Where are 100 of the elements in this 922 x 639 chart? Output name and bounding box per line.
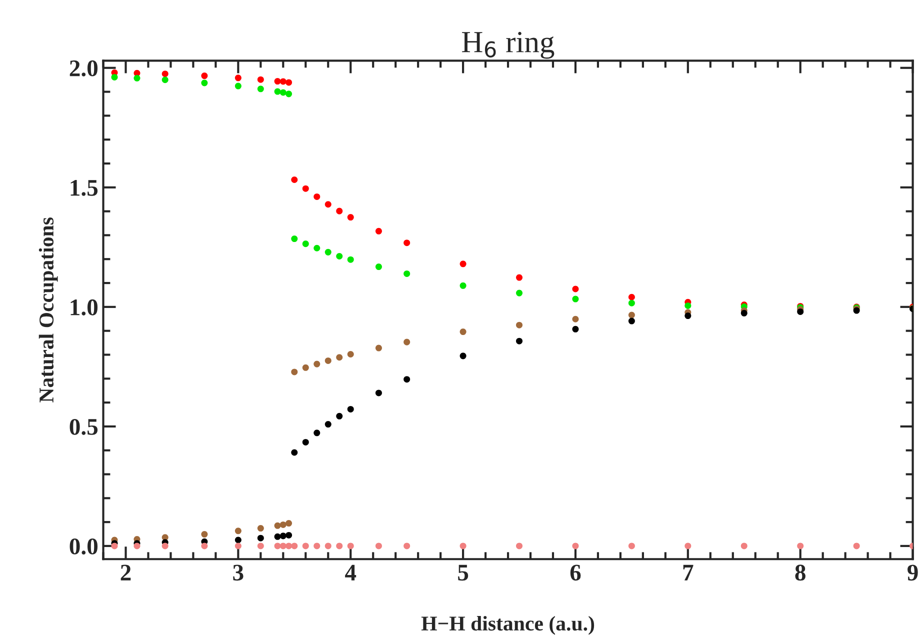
point bbox=[347, 542, 354, 550]
point bbox=[404, 240, 410, 246]
point bbox=[336, 542, 343, 550]
point bbox=[572, 286, 579, 292]
x-axis-title: H−H distance (a.u.) bbox=[421, 616, 594, 635]
point bbox=[684, 542, 692, 550]
point bbox=[291, 368, 298, 376]
point bbox=[234, 528, 242, 534]
point bbox=[286, 532, 292, 538]
point bbox=[291, 176, 298, 184]
point bbox=[257, 542, 264, 550]
x-tick-label: 9 bbox=[908, 564, 918, 581]
point bbox=[324, 421, 332, 428]
y-tick-label: 1.5 bbox=[70, 180, 98, 196]
point bbox=[302, 542, 309, 550]
point bbox=[460, 328, 466, 336]
point bbox=[201, 542, 208, 550]
point bbox=[257, 534, 264, 542]
x-tick-label: 4 bbox=[345, 564, 356, 580]
point bbox=[336, 252, 343, 260]
point bbox=[628, 542, 635, 550]
point bbox=[684, 302, 692, 309]
point bbox=[572, 316, 579, 322]
point bbox=[314, 244, 320, 252]
point bbox=[201, 80, 208, 86]
point bbox=[375, 390, 382, 396]
chart-title: H$_{6}$ ring bbox=[462, 32, 554, 59]
point bbox=[740, 310, 748, 316]
y-tick-label: 1.0 bbox=[70, 299, 98, 316]
point bbox=[314, 193, 320, 200]
point bbox=[234, 74, 242, 82]
point bbox=[201, 72, 208, 80]
point bbox=[134, 542, 140, 550]
point bbox=[347, 256, 354, 263]
point bbox=[280, 521, 286, 528]
point bbox=[684, 312, 692, 320]
point bbox=[234, 536, 242, 544]
y-tick-label: 0.5 bbox=[70, 418, 98, 435]
point bbox=[740, 542, 748, 550]
point bbox=[286, 90, 292, 98]
point bbox=[234, 542, 242, 550]
point bbox=[797, 542, 804, 550]
point bbox=[336, 208, 343, 214]
point bbox=[280, 89, 286, 96]
point bbox=[404, 542, 410, 550]
point bbox=[274, 88, 281, 95]
point bbox=[460, 352, 466, 360]
point bbox=[234, 82, 242, 90]
point bbox=[853, 542, 860, 550]
point bbox=[516, 290, 523, 296]
point bbox=[375, 344, 382, 352]
point bbox=[516, 274, 523, 281]
point bbox=[628, 294, 635, 300]
point bbox=[302, 438, 309, 446]
point bbox=[572, 542, 579, 550]
point bbox=[291, 449, 298, 456]
point bbox=[460, 282, 466, 289]
point bbox=[134, 74, 140, 82]
point bbox=[201, 531, 208, 538]
point bbox=[628, 300, 635, 306]
point bbox=[286, 520, 292, 527]
point bbox=[274, 78, 281, 85]
point bbox=[314, 360, 320, 368]
point bbox=[324, 542, 332, 550]
point bbox=[111, 542, 118, 550]
point bbox=[286, 542, 292, 550]
x-tick-label: 6 bbox=[570, 564, 581, 581]
point bbox=[404, 376, 410, 383]
point bbox=[375, 542, 382, 550]
point bbox=[111, 74, 118, 80]
x-tick-label: 2 bbox=[120, 564, 131, 580]
point bbox=[302, 185, 309, 192]
point bbox=[460, 542, 466, 550]
point bbox=[336, 412, 343, 420]
point bbox=[280, 542, 286, 550]
point bbox=[516, 542, 523, 550]
point bbox=[274, 522, 281, 529]
y-tick-label: 0.0 bbox=[70, 538, 98, 555]
x-tick-label: 7 bbox=[683, 564, 694, 580]
point bbox=[314, 542, 320, 550]
point bbox=[302, 364, 309, 371]
point bbox=[274, 533, 281, 540]
point bbox=[375, 228, 382, 234]
point bbox=[257, 86, 264, 92]
point bbox=[302, 240, 309, 248]
y-axis-title: Natural Occupations bbox=[38, 218, 58, 402]
x-tick-label: 5 bbox=[458, 564, 468, 581]
point bbox=[516, 322, 523, 328]
point bbox=[628, 312, 635, 318]
point bbox=[291, 236, 298, 242]
point bbox=[162, 542, 168, 550]
x-tick-label: 3 bbox=[233, 564, 244, 581]
point bbox=[572, 296, 579, 302]
point bbox=[460, 260, 466, 268]
point bbox=[257, 525, 264, 532]
point bbox=[257, 76, 264, 83]
point bbox=[280, 532, 286, 540]
point bbox=[324, 248, 332, 256]
point bbox=[628, 318, 635, 324]
y-tick-label: 2.0 bbox=[70, 60, 98, 76]
